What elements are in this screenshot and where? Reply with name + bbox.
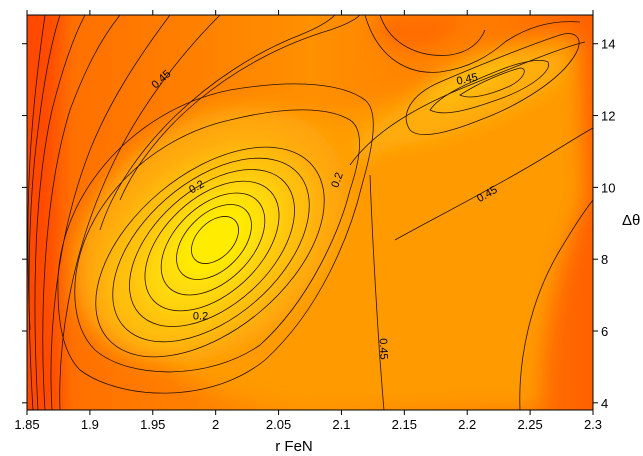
y-axis: 4 6 8 10 12 14 — [22, 37, 615, 411]
x-tick-label: 1.9 — [81, 417, 99, 432]
x-tick-label: 2.25 — [517, 417, 542, 432]
x-tick-label: 2 — [212, 417, 219, 432]
y-tick-label: 6 — [601, 324, 608, 339]
y-tick-label: 8 — [601, 252, 608, 267]
y-tick-label: 14 — [601, 37, 615, 52]
y-tick-label: 4 — [601, 396, 608, 411]
x-axis: 1.85 1.9 1.95 2 2.05 2.1 2.15 2.2 2.25 2.3 — [14, 10, 602, 432]
x-tick-label: 2.15 — [392, 417, 417, 432]
y-tick-label: 10 — [601, 180, 615, 195]
contour-lines — [27, 15, 593, 410]
x-tick-label: 1.95 — [140, 417, 165, 432]
x-tick-label: 2.3 — [584, 417, 602, 432]
contour-level-label: 0.2 — [329, 171, 346, 189]
contour-level-label: 0.45 — [455, 71, 478, 87]
plot-frame — [26, 14, 594, 411]
x-axis-label: r FeN — [275, 438, 313, 455]
contour-field — [27, 15, 593, 410]
x-tick-label: 2.2 — [458, 417, 476, 432]
contour-level-label: 0.2 — [193, 311, 208, 323]
contour-level-label: 0.45 — [377, 338, 390, 360]
x-tick-label: 1.85 — [14, 417, 39, 432]
x-tick-label: 2.1 — [332, 417, 350, 432]
y-tick-label: 12 — [601, 109, 615, 124]
y-axis-label: Δθ — [622, 212, 640, 229]
x-tick-label: 2.05 — [266, 417, 291, 432]
